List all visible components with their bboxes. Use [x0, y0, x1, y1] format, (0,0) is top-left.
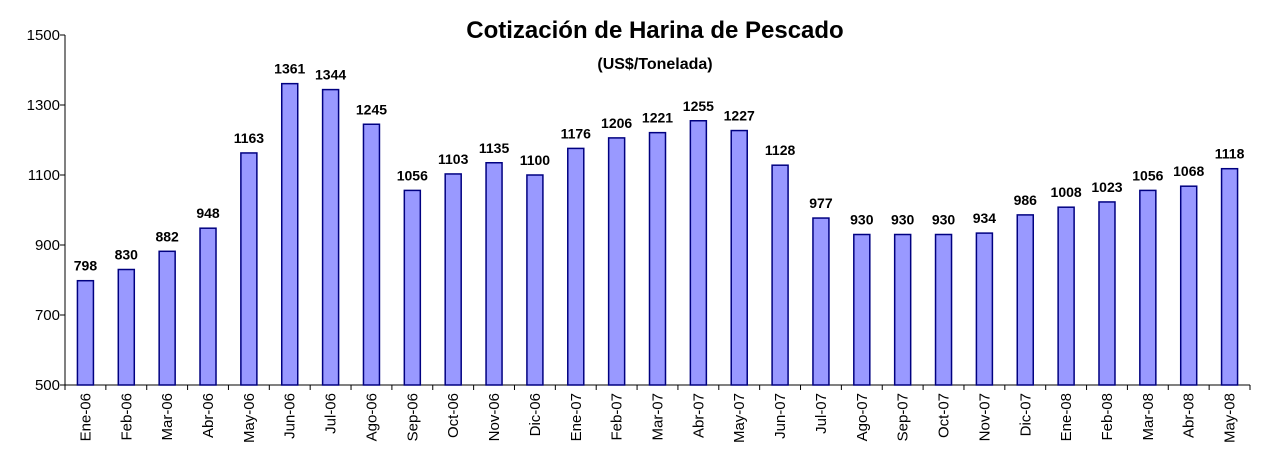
x-tick-label: Feb-06	[118, 393, 135, 441]
x-tick-label: Jul-06	[323, 393, 340, 434]
x-tick-label: Nov-06	[486, 393, 503, 441]
bar	[117, 268, 136, 386]
value-label: 1135	[479, 140, 510, 156]
bar	[199, 227, 217, 386]
value-label: 1245	[356, 101, 387, 117]
y-tick-label: 1500	[27, 27, 60, 44]
x-tick-label: Mar-06	[159, 393, 176, 441]
x-tick-label: Abr-08	[1181, 393, 1198, 438]
chart-title: Cotización de Harina de Pescado	[466, 17, 843, 44]
value-label: 1163	[234, 130, 265, 146]
value-label: 986	[1014, 192, 1038, 208]
value-label: 1176	[561, 125, 592, 141]
x-tick-label: Jun-07	[772, 393, 789, 439]
value-label: 1344	[315, 67, 346, 83]
bar	[1139, 189, 1157, 386]
value-label: 934	[973, 210, 997, 226]
y-tick-label: 700	[35, 307, 60, 324]
x-tick-label: Abr-07	[690, 393, 707, 438]
bar	[975, 232, 994, 386]
bar	[444, 173, 462, 386]
y-tick-label: 900	[35, 237, 60, 254]
x-tick-label: Sep-07	[895, 393, 912, 441]
x-tick-label: Jul-07	[813, 393, 830, 434]
value-label: 1206	[601, 115, 632, 131]
bar	[362, 123, 381, 386]
value-label: 1255	[683, 98, 714, 114]
value-label: 977	[809, 195, 833, 211]
x-tick-label: Ago-07	[854, 393, 871, 441]
value-label: 930	[850, 212, 874, 228]
value-label: 830	[115, 247, 139, 263]
bar	[158, 250, 176, 386]
bar	[567, 147, 585, 386]
value-label: 1023	[1091, 179, 1122, 195]
x-tick-label: Ene-06	[77, 393, 94, 441]
x-tick-label: Jun-06	[282, 393, 299, 439]
value-label: 1128	[765, 142, 796, 158]
value-label: 1100	[520, 152, 551, 168]
x-tick-label: Sep-06	[404, 393, 421, 441]
value-label: 948	[196, 205, 220, 221]
value-label: 1103	[438, 151, 469, 167]
x-tick-label: Dic-07	[1017, 393, 1034, 436]
bar	[403, 189, 422, 386]
value-label: 1118	[1215, 146, 1245, 162]
x-tick-label: Ene-08	[1058, 393, 1075, 441]
bar	[240, 152, 258, 386]
x-tick-label: Nov-07	[976, 393, 993, 441]
value-label: 882	[155, 228, 179, 244]
x-tick-label: Feb-07	[609, 393, 626, 441]
value-label: 1056	[1132, 167, 1163, 183]
y-tick-label: 1300	[27, 97, 60, 114]
value-label: 1068	[1173, 163, 1204, 179]
bar	[771, 164, 789, 386]
bar	[1220, 167, 1239, 386]
bar	[1016, 214, 1035, 386]
bar	[893, 233, 912, 386]
value-label: 1056	[397, 167, 428, 183]
bar	[689, 120, 708, 386]
bar	[1098, 201, 1116, 386]
x-tick-label: Mar-07	[650, 393, 667, 441]
y-tick-label: 500	[35, 377, 60, 394]
bar	[812, 217, 830, 386]
bar	[648, 131, 667, 386]
bar	[526, 174, 544, 386]
bar	[853, 233, 871, 386]
x-tick-label: Abr-06	[200, 393, 217, 438]
value-label: 1361	[274, 61, 305, 77]
x-tick-label: Oct-06	[445, 393, 462, 438]
x-tick-label: May-07	[731, 393, 748, 443]
bar	[934, 233, 953, 386]
value-label: 1227	[724, 108, 755, 124]
bar	[607, 137, 626, 386]
chart-subtitle: (US$/Tonelada)	[597, 56, 712, 73]
bar	[1179, 185, 1198, 386]
value-label: 1008	[1051, 184, 1082, 200]
x-tick-label: Oct-07	[936, 393, 953, 438]
x-tick-label: Feb-08	[1099, 393, 1116, 441]
bar	[321, 88, 340, 386]
value-label: 1221	[642, 110, 673, 126]
bar	[76, 279, 95, 386]
x-tick-label: Ene-07	[568, 393, 585, 441]
value-label: 930	[932, 212, 956, 228]
y-tick-label: 1100	[28, 167, 60, 184]
bar	[730, 129, 748, 386]
value-label: 798	[74, 258, 98, 274]
bar	[1057, 206, 1075, 386]
bar	[485, 162, 503, 386]
bar	[280, 82, 299, 386]
x-tick-label: Ago-06	[363, 393, 380, 441]
x-tick-label: May-06	[241, 393, 258, 443]
x-tick-label: Mar-08	[1140, 393, 1157, 441]
x-tick-label: Dic-06	[527, 393, 544, 436]
x-tick-label: May-08	[1222, 393, 1239, 443]
value-label: 930	[891, 212, 915, 228]
